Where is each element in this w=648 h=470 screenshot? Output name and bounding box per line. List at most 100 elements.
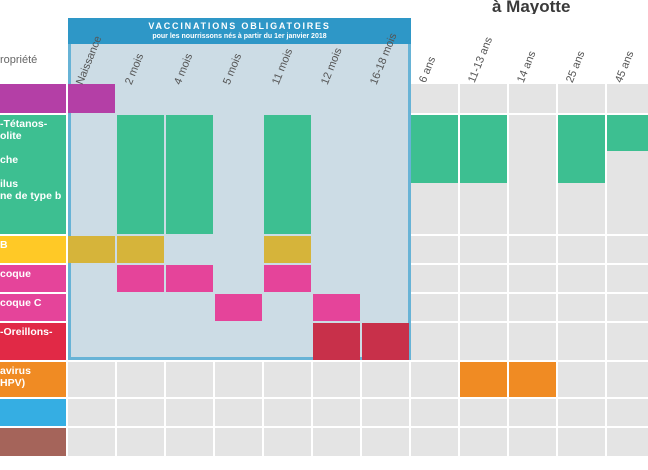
vaccine-row-band bbox=[0, 323, 66, 360]
vaccine-dose-cell bbox=[607, 115, 648, 151]
grid-cell bbox=[68, 428, 115, 456]
vaccine-row-label: -Tétanos- olite che ilus ne de type b bbox=[0, 118, 62, 202]
grid-cell bbox=[509, 84, 556, 113]
mandatory-subtitle: pour les nourrissons nés à partir du 1er… bbox=[152, 33, 327, 40]
grid-cell bbox=[166, 362, 213, 397]
vaccine-dose-cell bbox=[264, 115, 311, 234]
vaccine-dose-cell bbox=[460, 362, 507, 397]
grid-cell bbox=[607, 294, 648, 321]
grid-cell bbox=[411, 399, 458, 426]
grid-cell bbox=[509, 294, 556, 321]
grid-cell bbox=[460, 323, 507, 360]
grid-cell bbox=[313, 362, 360, 397]
vaccine-dose-cell bbox=[558, 115, 605, 183]
vaccine-dose-cell bbox=[264, 236, 311, 263]
grid-cell bbox=[411, 236, 458, 263]
grid-cell bbox=[411, 294, 458, 321]
grid-cell bbox=[558, 399, 605, 426]
mandatory-banner: VACCINATIONS OBLIGATOIRES pour les nourr… bbox=[68, 18, 411, 44]
grid-cell bbox=[558, 362, 605, 397]
grid-cell bbox=[117, 399, 164, 426]
grid-cell bbox=[509, 399, 556, 426]
grid-cell bbox=[264, 362, 311, 397]
vaccine-row-band bbox=[0, 294, 66, 321]
vaccine-row-label: -Oreillons- bbox=[0, 326, 53, 338]
vaccine-dose-cell bbox=[166, 115, 213, 234]
vaccine-dose-cell bbox=[509, 362, 556, 397]
grid-cell bbox=[68, 362, 115, 397]
grid-cell bbox=[460, 265, 507, 292]
vaccine-row-label: coque bbox=[0, 268, 31, 280]
grid-cell bbox=[362, 362, 409, 397]
vaccine-row-band bbox=[0, 115, 66, 234]
grid-cell bbox=[215, 428, 262, 456]
vaccine-row-band bbox=[0, 428, 66, 456]
grid-cell bbox=[460, 84, 507, 113]
grid-cell bbox=[313, 428, 360, 456]
vaccine-dose-cell bbox=[313, 294, 360, 321]
vaccine-row-label: B bbox=[0, 239, 8, 251]
grid-cell bbox=[607, 265, 648, 292]
vaccine-dose-cell bbox=[362, 323, 409, 360]
vaccine-row-band bbox=[0, 236, 66, 263]
grid-cell bbox=[460, 399, 507, 426]
grid-cell bbox=[509, 115, 556, 234]
vaccine-dose-cell bbox=[117, 265, 164, 292]
grid-cell bbox=[117, 362, 164, 397]
age-column-header: 45 ans bbox=[613, 49, 637, 85]
grid-cell bbox=[362, 399, 409, 426]
grid-cell bbox=[166, 428, 213, 456]
grid-cell bbox=[509, 428, 556, 456]
grid-cell bbox=[313, 399, 360, 426]
vaccine-row-label: coque C bbox=[0, 297, 42, 309]
grid-cell bbox=[607, 428, 648, 456]
vaccine-dose-cell bbox=[215, 294, 262, 321]
grid-cell bbox=[607, 399, 648, 426]
grid-cell bbox=[558, 236, 605, 263]
vaccine-row-band bbox=[0, 265, 66, 292]
vaccine-dose-cell bbox=[117, 236, 164, 263]
grid-cell bbox=[460, 428, 507, 456]
vaccine-dose-cell bbox=[68, 84, 115, 113]
vaccine-row-band bbox=[0, 399, 66, 426]
grid-cell bbox=[460, 236, 507, 263]
grid-cell bbox=[607, 84, 648, 113]
grid-cell bbox=[411, 428, 458, 456]
grid-cell bbox=[558, 323, 605, 360]
grid-cell bbox=[607, 236, 648, 263]
vaccine-dose-cell bbox=[68, 236, 115, 263]
vaccine-dose-cell bbox=[411, 115, 458, 183]
mandatory-title: VACCINATIONS OBLIGATOIRES bbox=[148, 21, 331, 31]
grid-cell bbox=[215, 362, 262, 397]
grid-cell bbox=[264, 399, 311, 426]
vaccine-dose-cell bbox=[117, 115, 164, 234]
age-column-header: 6 ans bbox=[417, 55, 439, 85]
grid-cell bbox=[509, 323, 556, 360]
vaccine-row-band bbox=[0, 362, 66, 397]
grid-cell bbox=[558, 265, 605, 292]
vaccine-dose-cell bbox=[460, 115, 507, 183]
grid-cell bbox=[558, 84, 605, 113]
age-column-header: 14 ans bbox=[515, 49, 539, 85]
grid-cell bbox=[558, 428, 605, 456]
vaccine-column-header: ropriété bbox=[0, 54, 38, 66]
grid-cell bbox=[117, 428, 164, 456]
age-column-header: 11-13 ans bbox=[466, 35, 496, 85]
vaccine-row-band bbox=[0, 84, 66, 113]
vaccine-row-label: avirus HPV) bbox=[0, 365, 31, 389]
vaccine-dose-cell bbox=[264, 265, 311, 292]
grid-cell bbox=[607, 362, 648, 397]
grid-cell bbox=[509, 236, 556, 263]
grid-cell bbox=[460, 294, 507, 321]
age-column-header: 25 ans bbox=[564, 49, 588, 85]
grid-cell bbox=[607, 323, 648, 360]
grid-cell bbox=[362, 428, 409, 456]
grid-cell bbox=[411, 362, 458, 397]
grid-cell bbox=[411, 323, 458, 360]
grid-cell bbox=[166, 399, 213, 426]
grid-cell bbox=[558, 294, 605, 321]
vaccine-dose-cell bbox=[166, 265, 213, 292]
grid-cell bbox=[68, 399, 115, 426]
grid-cell bbox=[264, 428, 311, 456]
